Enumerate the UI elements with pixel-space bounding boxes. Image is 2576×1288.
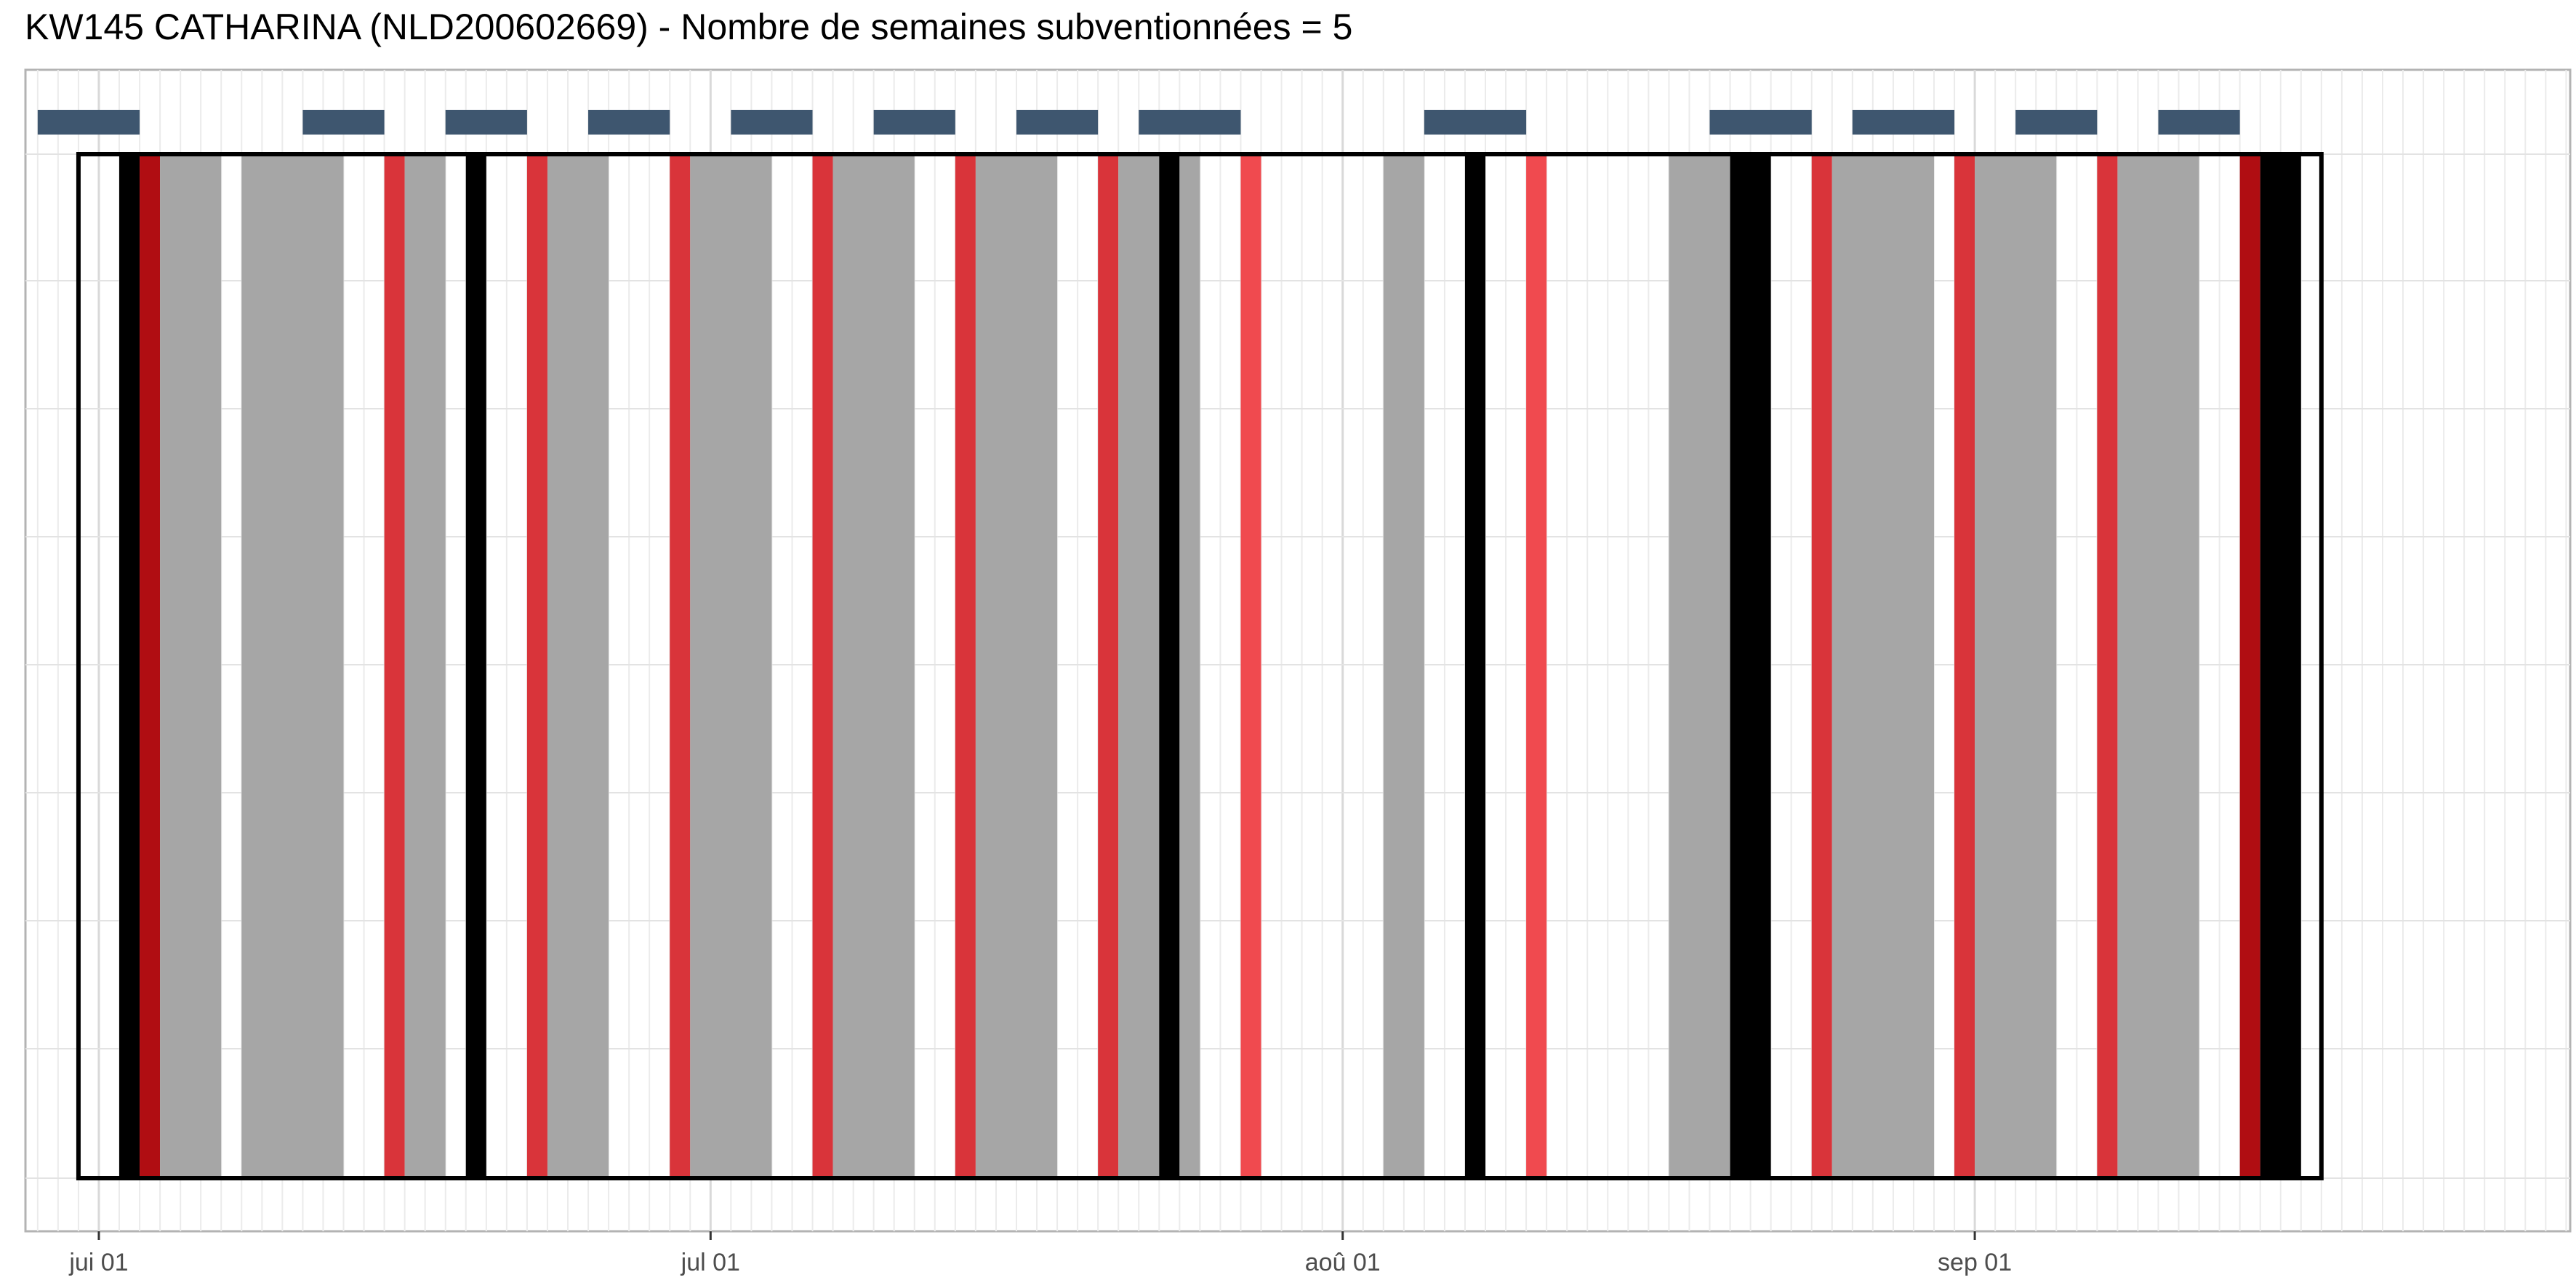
- week-marker: [445, 110, 527, 135]
- band-black: [2260, 154, 2301, 1178]
- period-box: [76, 152, 2324, 1180]
- x-axis: jui 01 jul 01 aoû 01 sep 01: [68, 1231, 2012, 1276]
- x-tick-label: jul 01: [681, 1249, 740, 1276]
- band-gray: [832, 154, 915, 1178]
- week-marker: [2158, 110, 2240, 135]
- band-dark-red: [2239, 154, 2260, 1178]
- band-dark-red: [140, 154, 161, 1178]
- band-gray: [1669, 154, 1730, 1178]
- band-gray: [2117, 154, 2199, 1178]
- band-red: [2097, 154, 2118, 1178]
- band-light-red: [1526, 154, 1547, 1178]
- week-marker: [1852, 110, 1955, 135]
- x-tick-label: sep 01: [1938, 1249, 2012, 1276]
- x-tick-label: jui 01: [68, 1249, 128, 1276]
- bands: [119, 154, 2301, 1178]
- band-gray: [547, 154, 609, 1178]
- week-marker: [873, 110, 955, 135]
- band-gray: [1383, 154, 1424, 1178]
- band-gray: [1975, 154, 2057, 1178]
- band-black: [1159, 154, 1180, 1178]
- chart-title: KW145 CATHARINA (NLD200602669) - Nombre …: [25, 7, 1353, 47]
- week-marker: [1139, 110, 1241, 135]
- band-gray: [975, 154, 1058, 1178]
- week-marker: [1709, 110, 1812, 135]
- band-red: [1954, 154, 1975, 1178]
- band-gray: [1179, 154, 1200, 1178]
- band-red: [384, 154, 405, 1178]
- band-red: [812, 154, 833, 1178]
- band-black: [1730, 154, 1771, 1178]
- week-marker: [2015, 110, 2098, 135]
- band-black: [465, 154, 486, 1178]
- band-red: [955, 154, 976, 1178]
- band-red: [1098, 154, 1119, 1178]
- week-marker: [1424, 110, 1527, 135]
- band-light-red: [1240, 154, 1261, 1178]
- band-gray: [690, 154, 772, 1178]
- band-gray: [241, 154, 344, 1178]
- week-marker: [588, 110, 670, 135]
- band-black: [119, 154, 140, 1178]
- week-marker: [37, 110, 140, 135]
- week-markers: [37, 110, 2240, 135]
- band-red: [670, 154, 691, 1178]
- week-marker: [302, 110, 385, 135]
- band-red: [526, 154, 547, 1178]
- band-black: [1464, 154, 1486, 1178]
- week-marker: [1016, 110, 1099, 135]
- x-tick-label: aoû 01: [1305, 1249, 1381, 1276]
- band-gray: [404, 154, 446, 1178]
- band-red: [1811, 154, 1832, 1178]
- week-marker: [731, 110, 813, 135]
- band-gray: [1118, 154, 1160, 1178]
- band-gray: [1831, 154, 1934, 1178]
- band-gray: [160, 154, 222, 1178]
